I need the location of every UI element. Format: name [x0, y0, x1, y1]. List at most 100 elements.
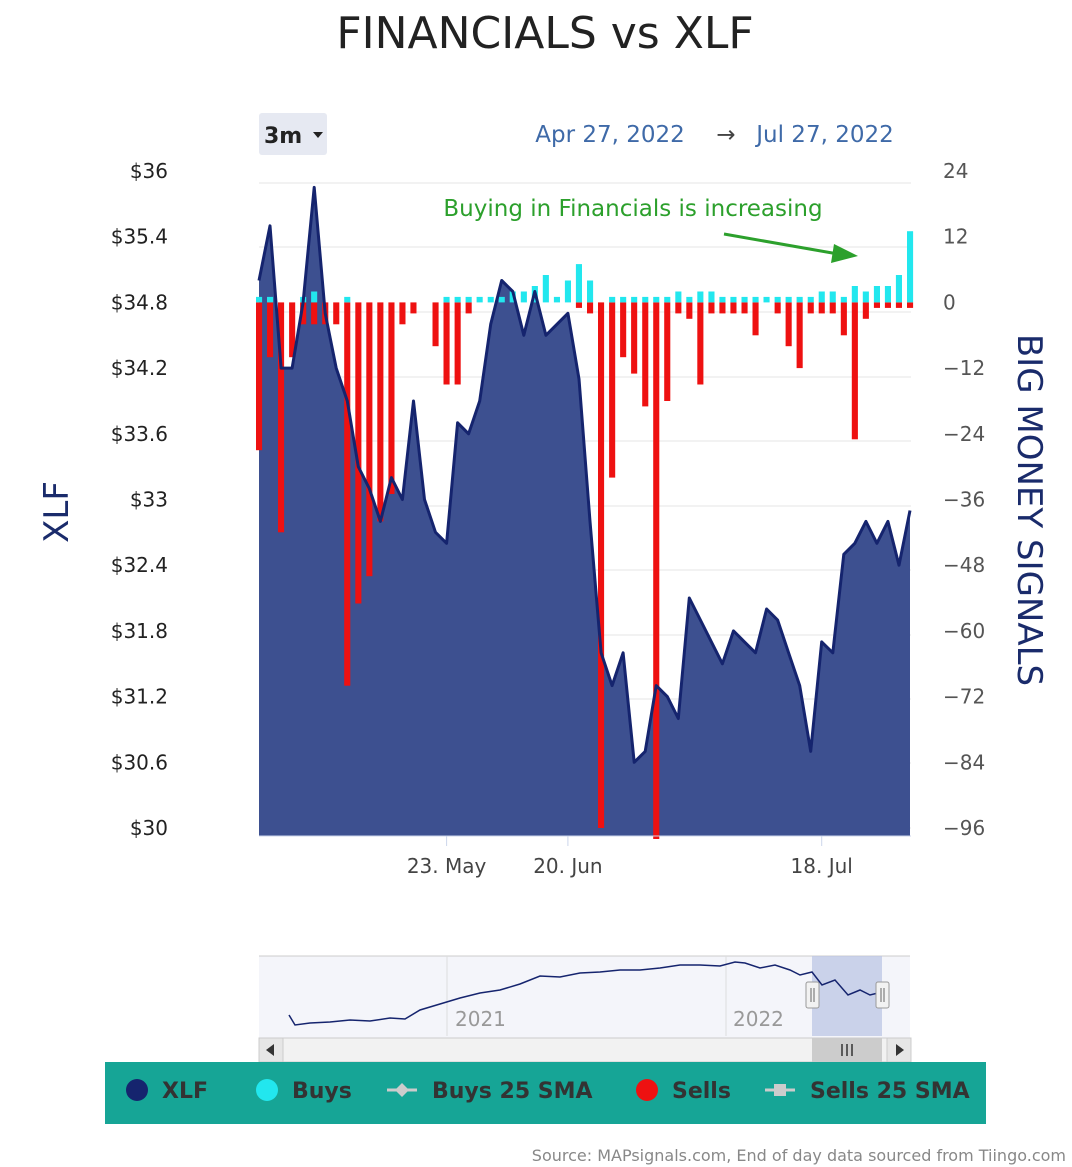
- sells-bar: [432, 302, 439, 347]
- legend-label: Buys 25 SMA: [432, 1079, 593, 1104]
- sells-bar: [686, 302, 693, 319]
- y-left-tick-label: $32.4: [111, 553, 168, 577]
- navigator-right-handle[interactable]: [875, 981, 890, 1009]
- navigator-label-2022: 2022: [733, 1007, 784, 1031]
- legend-diamond-icon: [395, 1083, 409, 1097]
- y-right-tick-label: −36: [943, 488, 985, 512]
- navigator-selection[interactable]: [812, 956, 882, 1036]
- legend-marker-icon: [636, 1079, 658, 1101]
- buys-bar: [520, 291, 527, 303]
- sells-bar: [377, 302, 384, 522]
- xlf-series: [259, 187, 910, 836]
- y-left-tick-label: $30: [130, 816, 168, 840]
- y-left-tick-label: $31.2: [111, 685, 168, 709]
- buys-bar: [829, 291, 836, 303]
- scrollbar[interactable]: [258, 1037, 912, 1063]
- legend-item-xlf[interactable]: XLF: [126, 1079, 208, 1104]
- x-tick-label: 23. May: [407, 854, 487, 878]
- range-to[interactable]: Jul 27, 2022: [754, 122, 893, 148]
- sells-bar: [388, 302, 395, 494]
- y-right-tick-label: 12: [943, 225, 968, 249]
- buys-bar: [476, 296, 483, 303]
- y-left-tick-label: $30.6: [111, 750, 168, 774]
- range-dropdown-label: 3m: [264, 124, 302, 149]
- y-left-ticks: $30 $30.6 $31.2 $31.8 $32.4 $33 $33.6 $34.2 $34.…: [111, 159, 168, 840]
- y-left-title: XLF: [37, 481, 77, 543]
- buys-bar: [620, 296, 627, 303]
- sells-bar: [344, 302, 351, 686]
- y-right-tick-label: −96: [943, 816, 985, 840]
- buys-bar: [752, 296, 759, 303]
- sells-bar: [907, 302, 914, 308]
- buys-bar: [895, 275, 902, 303]
- buys-bar: [708, 291, 715, 303]
- legend-item-buys-25-sma[interactable]: Buys 25 SMA: [387, 1079, 593, 1104]
- sells-bar: [609, 302, 616, 478]
- sells-bar: [884, 302, 891, 308]
- buys-bar: [807, 296, 814, 303]
- range-from[interactable]: Apr 27, 2022: [535, 122, 685, 148]
- sells-bar: [587, 302, 594, 314]
- y-left-tick-label: $34.2: [111, 356, 168, 380]
- y-left-tick-label: $34.8: [111, 290, 168, 314]
- annotation-text: Buying in Financials is increasing: [443, 196, 822, 222]
- y-left-tick-label: $31.8: [111, 619, 168, 643]
- sells-bar: [465, 302, 472, 314]
- sells-bar: [256, 302, 263, 451]
- buys-bar: [774, 296, 781, 303]
- legend-item-buys[interactable]: Buys: [256, 1079, 352, 1104]
- y-left-tick-label: $33.6: [111, 422, 168, 446]
- navigator-line: [288, 961, 883, 1026]
- buys-bar: [487, 296, 494, 303]
- sells-bar: [708, 302, 715, 314]
- sells-bar: [443, 302, 450, 385]
- y-left-tick-label: $33: [130, 488, 168, 512]
- annotation-arrow: [723, 232, 858, 263]
- range-dropdown[interactable]: 3m: [259, 113, 327, 155]
- buys-bar: [311, 291, 318, 303]
- sells-bar: [664, 302, 671, 401]
- legend-label: Sells 25 SMA: [810, 1079, 970, 1104]
- sells-bar: [454, 302, 461, 385]
- buys-bar: [609, 296, 616, 303]
- buys-bar: [575, 264, 582, 303]
- y-right-tick-label: −24: [943, 422, 985, 446]
- sells-bar: [300, 302, 307, 325]
- y-right-tick-label: −84: [943, 750, 985, 774]
- sells-bar: [719, 302, 726, 314]
- sells-bar: [730, 302, 737, 314]
- arrow-right-icon: [896, 1044, 904, 1056]
- buys-bar: [851, 286, 858, 303]
- xlf-area: [259, 187, 910, 836]
- legend-item-sells[interactable]: Sells: [636, 1079, 731, 1104]
- sells-bar: [774, 302, 781, 314]
- navigator-label-2021: 2021: [455, 1007, 506, 1031]
- navigator[interactable]: 2021 2022: [259, 955, 910, 1038]
- buys-bar: [664, 296, 671, 303]
- sells-bar: [642, 302, 649, 407]
- buys-bar: [873, 286, 880, 303]
- legend-item-sells-25-sma[interactable]: Sells 25 SMA: [765, 1079, 970, 1104]
- legend-marker-icon: [256, 1079, 278, 1101]
- y-right-tick-label: −48: [943, 553, 985, 577]
- legend-label: Sells: [672, 1079, 731, 1104]
- buys-bar: [553, 296, 560, 303]
- sells-bar: [620, 302, 627, 358]
- sells-bar: [741, 302, 748, 314]
- buys-bar: [344, 296, 351, 303]
- sells-bar: [697, 302, 704, 385]
- sells-bar: [267, 302, 274, 358]
- y-right-tick-label: 24: [943, 159, 968, 183]
- sells-bar: [818, 302, 825, 314]
- navigator-left-handle[interactable]: [805, 981, 820, 1009]
- sells-bar: [278, 302, 285, 533]
- y-left-tick-label: $35.4: [111, 225, 168, 249]
- buys-bar: [785, 296, 792, 303]
- grip-icon: [841, 1044, 853, 1056]
- buys-bar: [653, 296, 660, 303]
- sells-bar: [289, 302, 296, 358]
- buys-bar: [862, 291, 869, 303]
- buys-bar: [763, 296, 770, 303]
- buys-bar: [741, 296, 748, 303]
